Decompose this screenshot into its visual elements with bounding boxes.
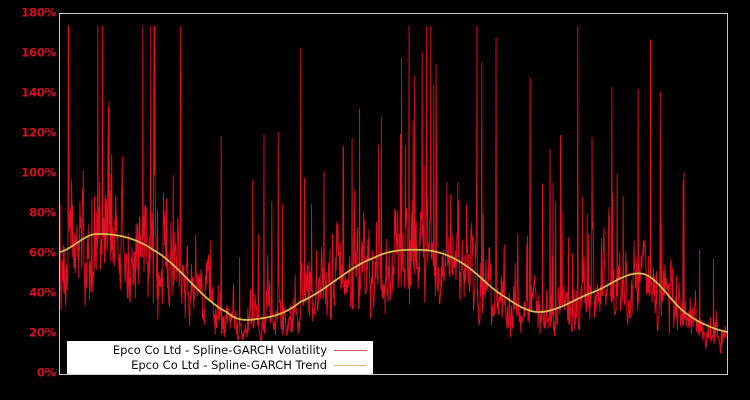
- legend-swatch-volatility: [334, 349, 367, 351]
- y-tick-140: 140%: [21, 85, 56, 100]
- chart-canvas: [60, 25, 727, 354]
- y-tick-0: 0%: [36, 365, 56, 380]
- y-tick-100: 100%: [21, 165, 56, 180]
- legend-swatch-trend: [334, 364, 367, 366]
- legend-entry-volatility: Epco Co Ltd - Spline-GARCH Volatility: [67, 343, 369, 358]
- y-tick-180: 180%: [21, 5, 56, 20]
- y-tick-60: 60%: [29, 245, 56, 260]
- y-tick-40: 40%: [29, 285, 56, 300]
- y-tick-20: 20%: [29, 325, 56, 340]
- y-tick-120: 120%: [21, 125, 56, 140]
- y-tick-160: 160%: [21, 45, 56, 60]
- y-tick-80: 80%: [29, 205, 56, 220]
- volatility-series: [60, 25, 727, 354]
- legend-label-trend: Epco Co Ltd - Spline-GARCH Trend: [131, 358, 327, 372]
- legend-label-volatility: Epco Co Ltd - Spline-GARCH Volatility: [112, 343, 327, 357]
- trend-series: [60, 233, 727, 333]
- chart-legend[interactable]: Epco Co Ltd - Spline-GARCH Volatility Ep…: [67, 341, 373, 374]
- plot-area: Epco Co Ltd - Spline-GARCH Volatility Ep…: [59, 13, 728, 375]
- legend-entry-trend: Epco Co Ltd - Spline-GARCH Trend: [67, 358, 369, 373]
